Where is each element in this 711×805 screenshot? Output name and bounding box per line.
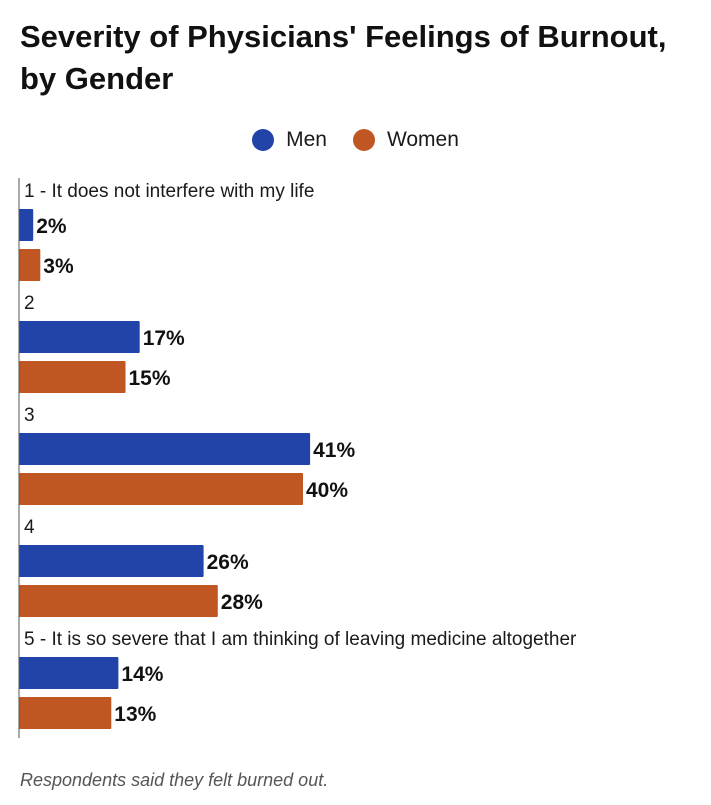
legend-label-women: Women	[386, 128, 459, 151]
data-label: 41%	[313, 439, 355, 462]
category-label: 1 - It does not interfere with my life	[24, 181, 314, 202]
legend: Men Women	[0, 128, 711, 152]
bar-men	[19, 545, 204, 577]
bar-women	[19, 697, 112, 729]
legend-label-men: Men	[286, 128, 327, 151]
bar-women	[19, 361, 126, 393]
data-label: 40%	[306, 479, 348, 502]
legend-swatch-men	[252, 129, 275, 151]
category-label: 4	[24, 517, 35, 538]
category-label: 5 - It is so severe that I am thinking o…	[24, 629, 577, 650]
bar-men	[19, 657, 119, 689]
data-label: 15%	[129, 367, 171, 390]
footnote: Respondents said they felt burned out.	[20, 770, 329, 790]
legend-swatch-women	[352, 129, 375, 151]
category-label: 3	[24, 405, 35, 426]
category-label: 2	[24, 293, 35, 314]
bar-chart: 1 - It does not interfere with my life 2%…	[18, 178, 577, 738]
bar-men	[19, 321, 140, 353]
legend-item-women: Women	[352, 128, 459, 152]
data-label: 3%	[43, 255, 74, 278]
bar-women	[19, 585, 218, 617]
bar-men	[19, 209, 34, 241]
data-label: 26%	[207, 551, 249, 574]
bar-men	[19, 433, 311, 465]
chart-title: Severity of Physicians' Feelings of Burn…	[20, 19, 667, 96]
bar-women	[19, 473, 303, 505]
data-label: 17%	[143, 327, 185, 350]
data-label: 14%	[121, 663, 163, 686]
data-label: 2%	[36, 215, 67, 238]
bar-women	[19, 249, 41, 281]
data-label: 28%	[221, 591, 263, 614]
data-label: 13%	[114, 703, 156, 726]
legend-item-men: Men	[252, 128, 327, 152]
